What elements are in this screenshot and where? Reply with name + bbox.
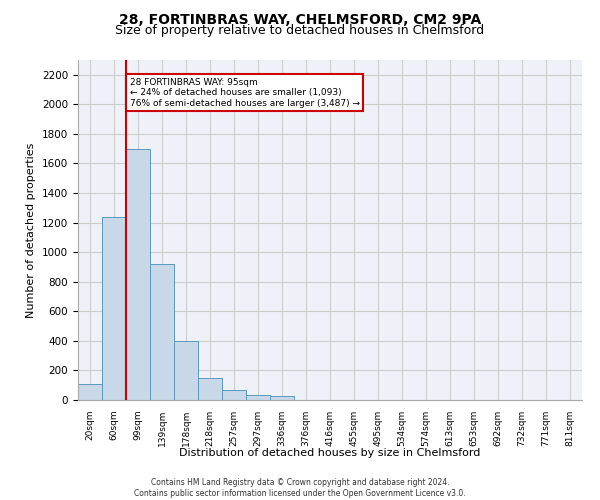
Bar: [126, 148, 150, 400]
Bar: [78, 384, 102, 400]
Bar: [270, 396, 294, 400]
Y-axis label: Number of detached properties: Number of detached properties: [26, 142, 37, 318]
Bar: [174, 341, 198, 400]
Bar: [246, 395, 270, 400]
Text: Size of property relative to detached houses in Chelmsford: Size of property relative to detached ho…: [115, 24, 485, 37]
Bar: [198, 378, 222, 400]
Bar: [102, 216, 126, 400]
Text: 28 FORTINBRAS WAY: 95sqm
← 24% of detached houses are smaller (1,093)
76% of sem: 28 FORTINBRAS WAY: 95sqm ← 24% of detach…: [130, 78, 359, 108]
Text: 28, FORTINBRAS WAY, CHELMSFORD, CM2 9PA: 28, FORTINBRAS WAY, CHELMSFORD, CM2 9PA: [119, 12, 481, 26]
Bar: [150, 264, 174, 400]
Text: Contains HM Land Registry data © Crown copyright and database right 2024.
Contai: Contains HM Land Registry data © Crown c…: [134, 478, 466, 498]
Text: Distribution of detached houses by size in Chelmsford: Distribution of detached houses by size …: [179, 448, 481, 458]
Bar: [222, 390, 246, 400]
